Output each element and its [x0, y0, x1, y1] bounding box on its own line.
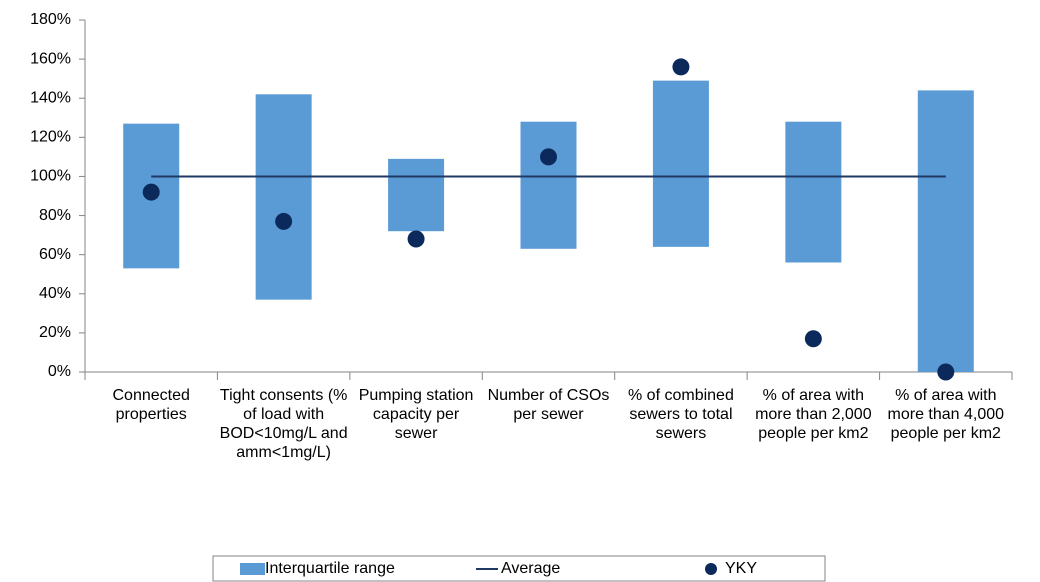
- point: [540, 148, 557, 166]
- legend-swatch: [705, 563, 717, 575]
- x-tick-label: Tight consents (% of load with BOD<10mg/…: [219, 387, 348, 461]
- y-tick-label: 60%: [39, 246, 71, 263]
- y-tick-label: 160%: [30, 50, 71, 67]
- range-bar: [917, 90, 974, 373]
- y-tick-label: 180%: [30, 11, 71, 28]
- point: [275, 212, 293, 230]
- point: [407, 230, 425, 248]
- point: [937, 363, 955, 381]
- y-tick-label: 0%: [48, 363, 71, 380]
- y-tick-label: 40%: [39, 285, 71, 302]
- y-tick-label: 80%: [39, 207, 71, 224]
- range-bar: [388, 158, 445, 232]
- y-tick-label: 140%: [30, 89, 71, 106]
- x-tick-label: % of area with more than 4,000 people pe…: [887, 387, 1005, 442]
- y-tick-label: 120%: [30, 129, 71, 146]
- point: [142, 183, 160, 201]
- range-bar: [255, 94, 312, 300]
- x-tick-label: % of area with more than 2,000 people pe…: [755, 387, 872, 442]
- x-tick-label: % of combined sewers to total sewers: [628, 387, 734, 442]
- x-tick-label: Pumping station capacity per sewer: [358, 387, 474, 442]
- x-tick-label: Connected properties: [112, 387, 190, 423]
- range-bar: [785, 121, 842, 263]
- point: [804, 330, 822, 348]
- legend-swatch: [240, 563, 265, 575]
- y-tick-label: 20%: [39, 324, 71, 341]
- point: [672, 58, 690, 76]
- legend-box: [212, 555, 826, 582]
- x-tick-label: Number of CSOs per sewer: [487, 387, 610, 423]
- range-bar: [652, 80, 709, 247]
- range-bar: [520, 121, 577, 249]
- legend-label: Interquartile range: [265, 560, 395, 577]
- legend-label: Average: [501, 560, 560, 577]
- y-tick-label: 100%: [30, 168, 71, 185]
- legend-label: YKY: [725, 560, 757, 577]
